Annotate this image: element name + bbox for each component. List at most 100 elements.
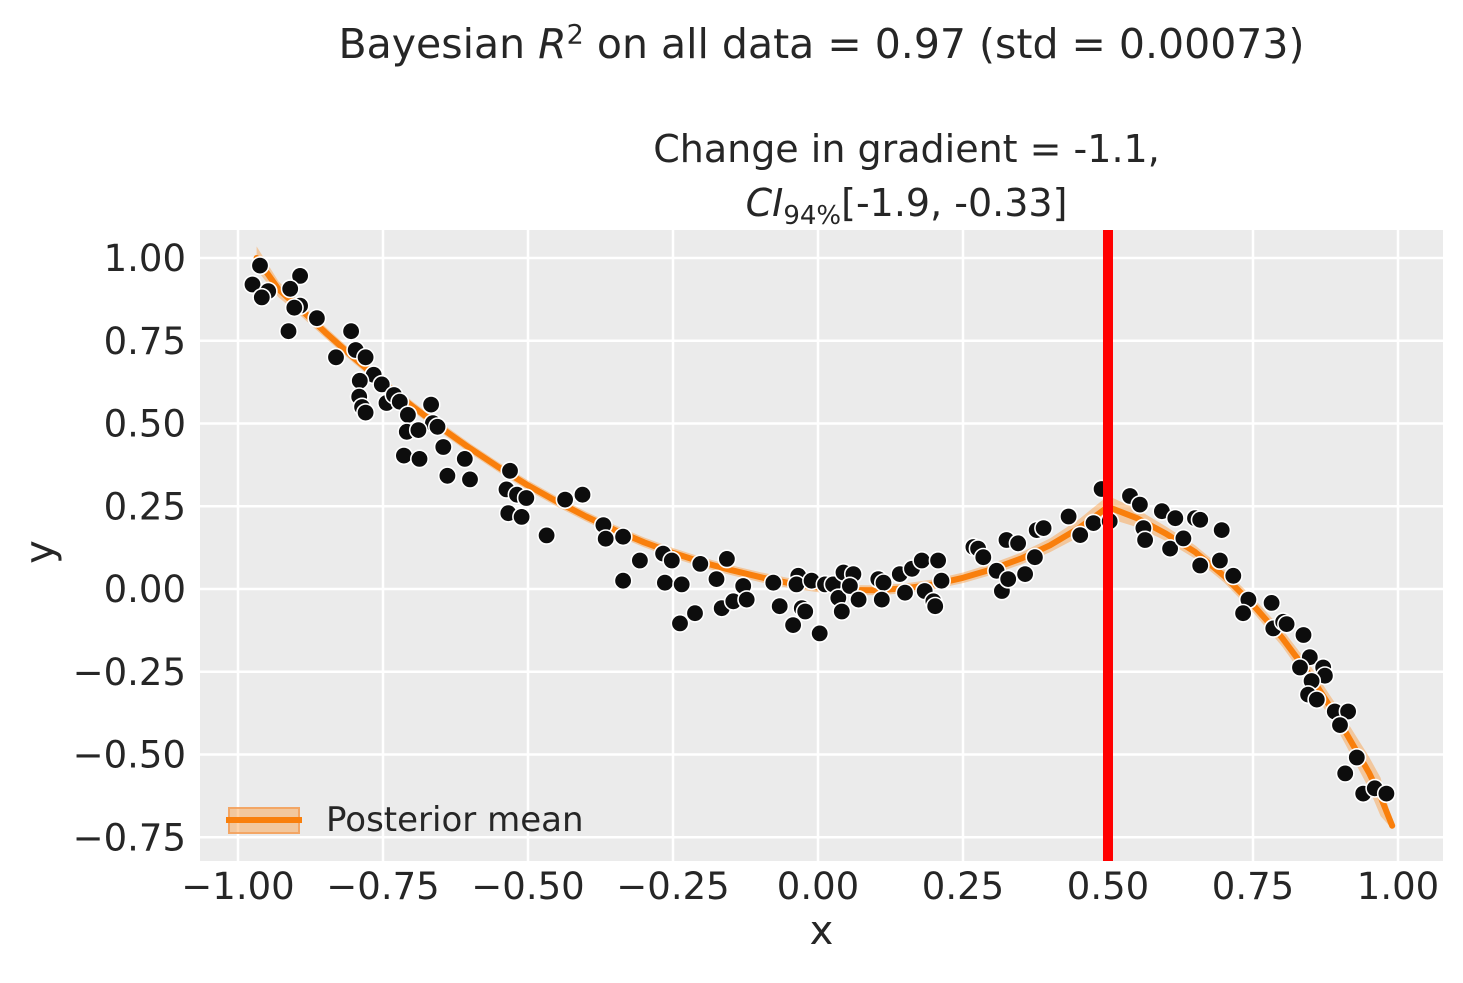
scatter-point [810, 623, 830, 643]
scatter-point [341, 321, 361, 341]
scatter-point [706, 569, 726, 589]
legend: Posterior mean [226, 800, 584, 840]
scatter-point [1165, 508, 1185, 528]
x-tick-label: −0.50 [471, 865, 584, 908]
x-tick-label: 0.00 [777, 865, 859, 908]
scatter-point [572, 485, 592, 505]
scatter-point [873, 573, 893, 593]
scatter-point [872, 590, 892, 610]
scatter-point [613, 571, 633, 591]
scatter-point [1290, 657, 1310, 677]
x-tick-label: 1.00 [1357, 865, 1439, 908]
scatter-point [307, 308, 327, 328]
scatter-point [840, 576, 860, 596]
x-tick-label: 0.75 [1212, 865, 1294, 908]
scatter-point [737, 590, 757, 610]
scatter-point [290, 266, 310, 286]
scatter-point [655, 573, 675, 593]
scatter-point [356, 403, 376, 423]
scatter-point [398, 405, 418, 425]
scatter-point [409, 449, 429, 469]
scatter-point [280, 279, 300, 299]
scatter-point [1210, 550, 1230, 570]
scatter-point [596, 529, 616, 549]
figure-title: Bayesian R2 on all data = 0.97 (std = 0.… [200, 20, 1443, 68]
scatter-point [613, 527, 633, 547]
scatter-point [250, 256, 270, 276]
plot-background [200, 230, 1443, 861]
scatter-point [460, 469, 480, 489]
scatter-point [925, 596, 945, 616]
scatter-point [1262, 593, 1282, 613]
scatter-point [1376, 784, 1396, 804]
scatter-point [1034, 518, 1054, 538]
axes-title: Change in gradient = -1.1, CI94%[-1.9, -… [285, 122, 1463, 230]
x-tick-label: 0.25 [922, 865, 1004, 908]
scatter-point [763, 573, 783, 593]
scatter-point [394, 446, 414, 466]
x-tick-label: −0.25 [616, 865, 729, 908]
scatter-point [516, 488, 536, 508]
scatter-point [1307, 690, 1327, 710]
posterior-mean-swatch [226, 806, 302, 834]
scatter-point [973, 547, 993, 567]
scatter-point [252, 287, 272, 307]
scatter-point [783, 615, 803, 635]
credible-interval-band [256, 246, 1393, 829]
scatter-point [832, 601, 852, 621]
scatter-point [1025, 547, 1045, 567]
scatter-point [770, 596, 790, 616]
scatter-point [895, 583, 915, 603]
y-tick-label: −0.50 [73, 734, 186, 777]
y-axis-label: y [17, 540, 63, 564]
x-tick-label: 0.50 [1067, 865, 1149, 908]
scatter-point [1190, 555, 1210, 575]
scatter-point [372, 374, 392, 394]
figure-title-math-var: R [538, 20, 567, 68]
x-tick-label: −1.00 [181, 865, 294, 908]
scatter-point [1223, 566, 1243, 586]
figure-title-suffix: on all data = 0.97 (std = 0.00073) [583, 20, 1305, 68]
axes-title-ci-var: CI [745, 181, 784, 225]
figure-title-superscript: 2 [566, 19, 584, 51]
scatter-point [690, 554, 710, 574]
scatter-point [455, 449, 475, 469]
figure-title-text: Bayesian [338, 20, 539, 68]
scatter-point [672, 574, 692, 594]
scatter-point [1190, 510, 1210, 530]
scatter-point [1335, 763, 1355, 783]
scatter-point [500, 461, 520, 481]
scatter-point [1160, 539, 1180, 559]
scatter-point [350, 371, 370, 391]
scatter-point [685, 603, 705, 623]
legend-label: Posterior mean [326, 800, 584, 840]
scatter-point [433, 437, 453, 457]
scatter-point [1233, 603, 1253, 623]
scatter-point [1015, 564, 1035, 584]
posterior-mean-line-sample [226, 817, 302, 823]
scatter-point [421, 395, 441, 415]
scatter-point [717, 549, 737, 569]
y-tick-label: −0.75 [73, 816, 186, 859]
scatter-point [243, 274, 263, 294]
scatter-point [912, 550, 932, 570]
scatter-point [630, 550, 650, 570]
axes-title-line2: CI94%[-1.9, -0.33] [285, 176, 1463, 230]
scatter-point [931, 571, 951, 591]
scatter-point [537, 525, 557, 545]
scatter-point [1347, 747, 1367, 767]
x-axis-label: x [809, 908, 834, 954]
scatter-point [1277, 614, 1297, 634]
scatter-point [437, 466, 457, 486]
y-tick-label: 0.75 [104, 320, 186, 363]
scatter-point [1070, 525, 1090, 545]
axes-title-ci-subscript: 94% [783, 201, 842, 231]
scatter-point [670, 613, 690, 633]
scatter-point [1173, 528, 1193, 548]
x-tick-label: −0.75 [326, 865, 439, 908]
scatter-point [408, 420, 428, 440]
scatter-point [278, 321, 298, 341]
y-tick-label: 1.00 [104, 237, 186, 280]
